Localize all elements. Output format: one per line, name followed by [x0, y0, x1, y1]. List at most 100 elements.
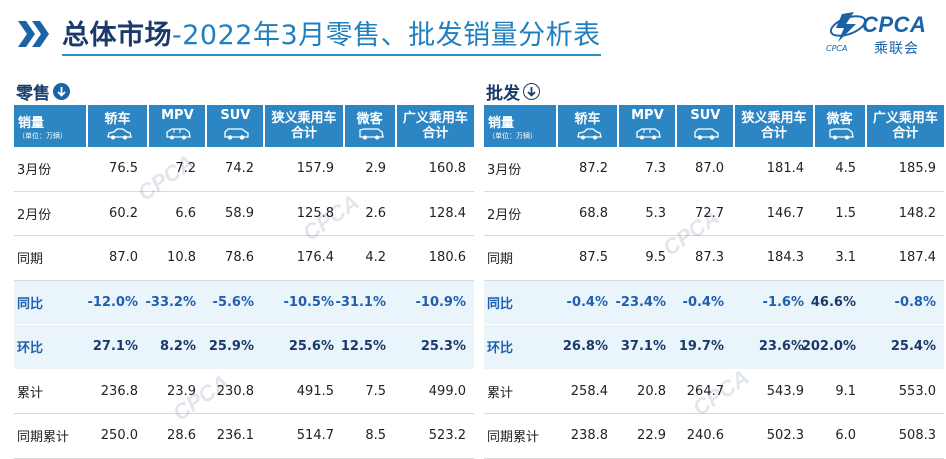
column-header-label: SUV [690, 108, 721, 123]
table-cell: -1.6% [762, 294, 804, 310]
table-cell: 12.5% [340, 339, 386, 355]
table-cell: 78.6 [225, 250, 254, 266]
table-row: 累计 258.4 20.8 264.7 543.9 9.1 553.0 [484, 370, 944, 414]
column-header-label: 微客 [356, 112, 383, 127]
table-cell: 76.5 [109, 161, 138, 177]
table-cell: 10.8 [167, 250, 196, 266]
table-row: 同期累计 238.8 22.9 240.6 502.3 6.0 508.3 [484, 414, 944, 459]
row-label: 环比 [17, 341, 44, 357]
table-cell: 3.1 [835, 250, 856, 266]
table-row: 3月份 76.5 7.2 74.2 157.9 2.9 160.8 [14, 147, 474, 192]
column-header-label: 广义乘用车 [402, 111, 468, 126]
row-label: 3月份 [17, 163, 52, 179]
column-header: MPV [149, 105, 208, 147]
column-header-label: MPV [161, 108, 194, 123]
table-cell: 202.0% [801, 339, 856, 355]
table-cell: 9.5 [645, 250, 666, 266]
table-cell: 258.4 [570, 383, 608, 399]
table-cell: 128.4 [428, 205, 466, 221]
table-cell: 148.2 [898, 205, 936, 221]
column-header-label: 狭义乘用车 [741, 111, 807, 126]
table-cell: 6.6 [175, 205, 196, 221]
table-cell: 543.9 [766, 383, 804, 399]
table-cell: 7.5 [365, 383, 386, 399]
table-cell: -33.2% [145, 294, 197, 310]
arrow-down-icon [53, 83, 70, 100]
table-cell: 87.0 [695, 161, 724, 177]
table-cell: 74.2 [225, 161, 254, 177]
unit-label: （单位：万辆） [488, 131, 537, 140]
table-cell: 8.5 [365, 428, 386, 444]
table-cell: 6.0 [835, 428, 856, 444]
table-cell: 87.5 [579, 250, 608, 266]
minivan-icon [358, 125, 384, 144]
table-row: 同比 -0.4% -23.4% -0.4% -1.6% 46.6% -0.8% [484, 280, 944, 325]
table-cell: 60.2 [109, 205, 138, 221]
row-label: 同期 [17, 252, 44, 268]
table-cell: 87.0 [109, 250, 138, 266]
table-row: 环比 27.1% 8.2% 25.9% 25.6% 12.5% 25.3% [14, 325, 474, 370]
table-row: 2月份 60.2 6.6 58.9 125.8 2.6 128.4 [14, 192, 474, 236]
minivan-icon [828, 125, 854, 144]
column-header-label: SUV [220, 108, 251, 123]
logo-cn: 乘联会 [874, 41, 919, 57]
table-cell: -0.8% [894, 294, 936, 310]
table-cell: 160.8 [428, 161, 466, 177]
row-label: 2月份 [17, 207, 52, 223]
table-cell: -31.1% [335, 294, 387, 310]
table-row: 环比 26.8% 37.1% 19.7% 23.6% 202.0% 25.4% [484, 325, 944, 370]
table-cell: 25.9% [208, 339, 254, 355]
table-cell: 22.9 [637, 428, 666, 444]
table-cell: 180.6 [428, 250, 466, 266]
table-cell: 87.2 [579, 161, 608, 177]
table-cell: 125.8 [296, 205, 334, 221]
table-header: 销量 （单位：万辆） 轿车 MPV SUV 狭义乘用车 合计 微客 广义乘用车 合计 [484, 105, 944, 147]
table-cell: 9.1 [835, 383, 856, 399]
row-label: 同期累计 [487, 430, 540, 446]
retail-table: 销量 （单位：万辆） 轿车 MPV SUV 狭义乘用车 合计 微客 广义乘用车 合计 3月份 76.5… [14, 105, 474, 459]
table-cell: 264.7 [686, 383, 724, 399]
table-cell: 508.3 [898, 428, 936, 444]
table-row: 3月份 87.2 7.3 87.0 181.4 4.5 185.9 [484, 147, 944, 192]
table-cell: 25.4% [890, 339, 936, 355]
table-cell: 146.7 [766, 205, 804, 221]
table-cell: 236.8 [100, 383, 138, 399]
title-bold: 总体市场 [62, 19, 172, 51]
table-cell: 4.5 [835, 161, 856, 177]
wholesale-section-label: 批发 [486, 79, 540, 107]
row-label: 同比 [17, 296, 44, 312]
column-header: 微客 [814, 105, 867, 147]
column-header-label: 销量 [488, 115, 515, 131]
table-cell: 27.1% [92, 339, 138, 355]
table-cell: -12.0% [87, 294, 139, 310]
table-row: 累计 236.8 23.9 230.8 491.5 7.5 499.0 [14, 370, 474, 414]
table-cell: 238.8 [570, 428, 608, 444]
retail-section-label: 零售 [16, 79, 70, 107]
table-cell: 25.3% [420, 339, 466, 355]
column-header: SUV [677, 105, 736, 147]
table-cell: 240.6 [686, 428, 724, 444]
table-cell: 157.9 [296, 161, 334, 177]
table-cell: 236.1 [216, 428, 254, 444]
column-header-label: 销量 [18, 115, 45, 131]
table-cell: 181.4 [766, 161, 804, 177]
table-cell: -0.4% [566, 294, 608, 310]
mpv-icon [635, 125, 662, 144]
table-cell: 230.8 [216, 383, 254, 399]
table-cell: 87.3 [695, 250, 724, 266]
column-header: 销量 （单位：万辆） [14, 105, 88, 147]
table-cell: 7.2 [175, 161, 196, 177]
table-cell: -0.4% [682, 294, 724, 310]
title-bar: 总体市场-2022年3月零售、批发销量分析表 [18, 12, 601, 56]
table-cell: 23.6% [758, 339, 804, 355]
table-cell: 37.1% [620, 339, 666, 355]
column-header-label: 合计 [892, 126, 919, 141]
sedan-icon [106, 125, 132, 144]
row-label: 同比 [487, 296, 514, 312]
row-label: 2月份 [487, 207, 522, 223]
table-cell: 491.5 [296, 383, 334, 399]
table-cell: 187.4 [898, 250, 936, 266]
table-cell: -5.6% [212, 294, 254, 310]
column-header: 轿车 [557, 105, 620, 147]
table-cell: 72.7 [695, 205, 724, 221]
